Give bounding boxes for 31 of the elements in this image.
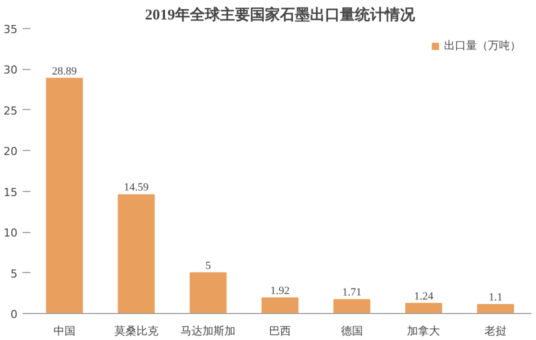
y-tick-label: 15 (4, 186, 18, 199)
data-label: 28.89 (52, 65, 78, 78)
bar (262, 297, 298, 314)
x-tick-label: 加拿大 (407, 324, 440, 338)
bar (118, 194, 155, 314)
x-tick-label: 中国 (53, 324, 76, 338)
y-tick-label: 30 (4, 64, 18, 77)
bar (46, 78, 83, 314)
x-tick-label: 德国 (340, 324, 363, 338)
y-tick-label: 0 (10, 308, 18, 321)
legend-label: 出口量（万吨） (444, 38, 521, 53)
data-label: 1.24 (414, 290, 434, 302)
y-tick-label: 20 (4, 145, 18, 158)
y-tick-label: 35 (4, 23, 18, 36)
y-tick-label: 10 (4, 226, 18, 240)
x-tick-label: 巴西 (269, 324, 291, 338)
data-label: 1.92 (270, 284, 290, 297)
bar (333, 299, 370, 314)
x-tick-label: 马达加斯加 (180, 324, 236, 338)
y-tick-label: 25 (4, 104, 18, 118)
data-label: 1.71 (342, 286, 362, 299)
x-tick-label: 老挝 (484, 324, 507, 338)
bar (477, 304, 514, 314)
chart-title: 2019年全球主要国家石墨出口量统计情况 (145, 6, 416, 24)
data-label: 1.1 (488, 292, 502, 304)
bar (405, 302, 442, 314)
x-tick-label: 莫桑比克 (114, 324, 158, 338)
data-label: 14.59 (124, 182, 150, 194)
data-label: 5 (205, 260, 212, 272)
bar (190, 272, 227, 314)
y-tick-label: 5 (10, 267, 18, 280)
